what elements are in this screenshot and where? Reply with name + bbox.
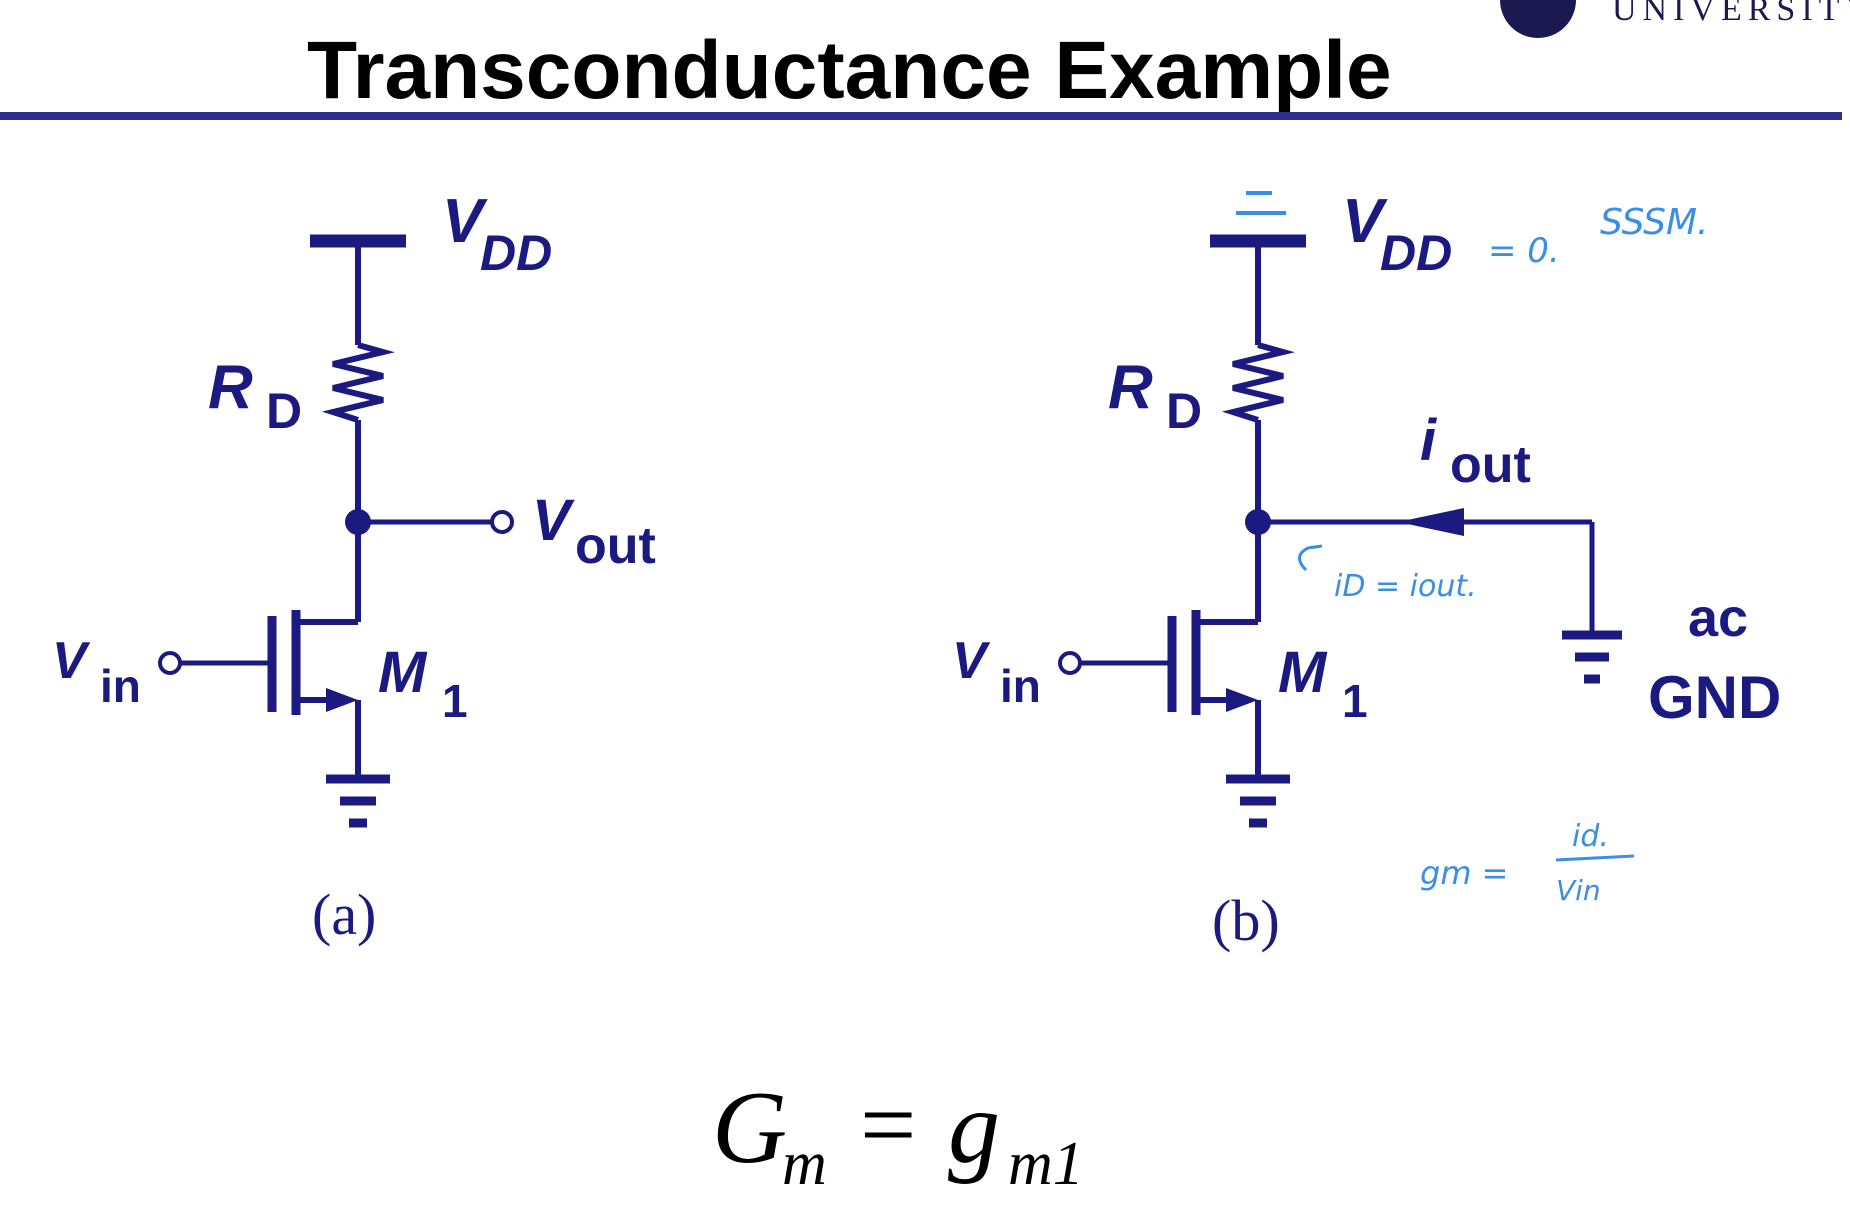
label-a-rd-sub: D [266,383,302,439]
curved-arrow-icon [1298,544,1323,572]
page-title: Transconductance Example [307,25,1392,116]
label-b-rd: R [1108,353,1153,422]
equation: G m = g m1 [712,1069,1084,1198]
eq-equals: = [860,1069,916,1180]
resistor-rd [321,342,395,423]
label-a-vout-sub: out [575,517,656,575]
note-gm-num: id. [1572,819,1609,854]
current-arrow [1398,508,1464,536]
label-b-rd-sub: D [1166,383,1202,439]
input-terminal [1058,651,1082,675]
label-a-vdd-sub: DD [480,225,552,281]
eq-lhs-sub: m [782,1130,827,1198]
source-arrow [1226,688,1258,712]
label-b-vin: V [952,632,991,690]
label-a-vdd: V [442,187,488,256]
label-a-m1-sub: 1 [442,675,468,727]
label-a-vin-sub: in [100,660,141,712]
source-arrow [326,688,358,712]
label-b-vdd: V [1342,187,1388,256]
output-terminal [490,510,514,534]
label-b-m1: M [1278,640,1328,705]
university-logo: UNIVERSITY [1500,0,1850,38]
eq-rhs-sub: m1 [1008,1130,1084,1198]
label-b-m1-sub: 1 [1342,675,1368,727]
seal-icon [1500,0,1576,38]
note-gm-den: Vin [1556,874,1601,907]
label-b-vdd-sub: DD [1380,225,1452,281]
label-b-iout: i [1420,408,1438,473]
label-b-iout-sub: out [1450,436,1531,494]
note-gm: gm = [1420,854,1508,892]
label-b-ac: ac [1688,588,1748,648]
label-b-gnd: GND [1648,664,1781,731]
resistor-rd [1221,342,1295,423]
label-b-vin-sub: in [1000,660,1041,712]
eq-rhs: g [948,1070,1000,1185]
label-a-vout: V [532,488,575,553]
note-ssm: SSSM. [1600,202,1709,243]
input-terminal [158,651,182,675]
label-a-m1: M [378,640,428,705]
label-a-vin: V [52,632,91,690]
university-name: UNIVERSITY [1612,0,1850,28]
circuit-a [158,234,514,828]
eq-lhs: G [712,1070,787,1185]
caption-a: (a) [312,882,376,947]
title-rule [0,112,1842,120]
handwritten-notes: = 0. SSSM. iD = iout. gm = id. Vin [1236,191,1709,907]
circuit-b [1058,234,1622,828]
label-a-rd: R [208,353,253,422]
note-vdd-zero: = 0. [1488,231,1560,271]
note-id-iout: iD = iout. [1334,569,1477,604]
fraction-bar [1555,854,1635,862]
caption-b: (b) [1212,888,1280,953]
